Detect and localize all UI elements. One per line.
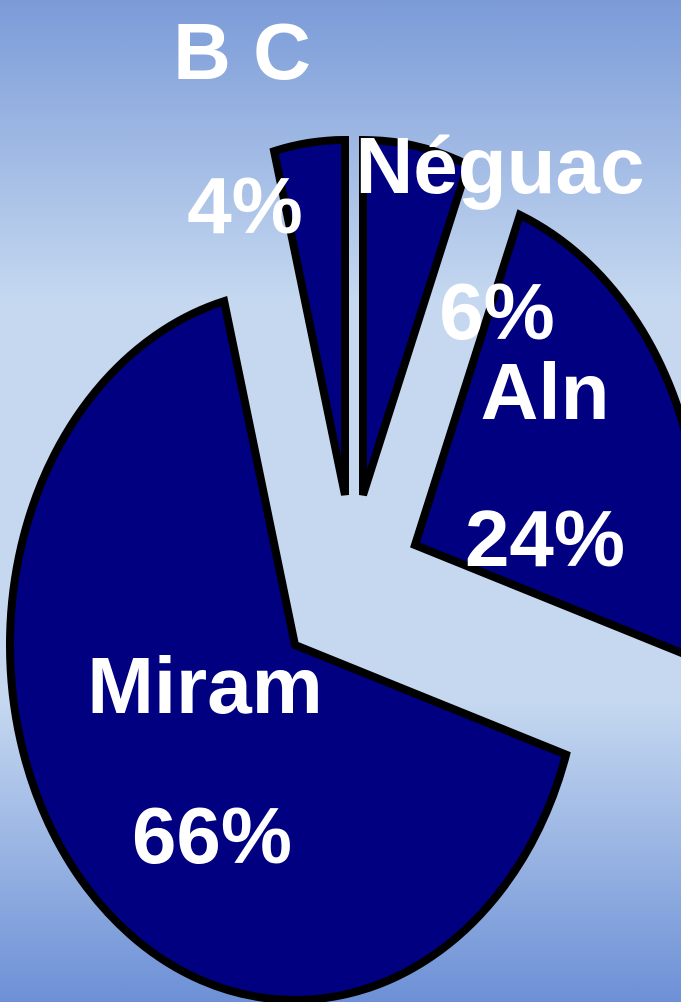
pie-slice [359,135,473,497]
slice-name: B C [173,7,311,96]
pie-slice [6,295,571,1002]
pie-slice [269,135,349,496]
slice-name: Aln [481,347,610,436]
slice-name: Miram [87,641,323,730]
slice-name: Néguac [356,121,645,210]
slice-percent: 6% [439,267,555,356]
slice-percent: 4% [187,161,303,250]
slice-percent: 66% [132,791,292,880]
slice-percent: 24% [465,494,625,583]
pie-slice [410,209,681,657]
